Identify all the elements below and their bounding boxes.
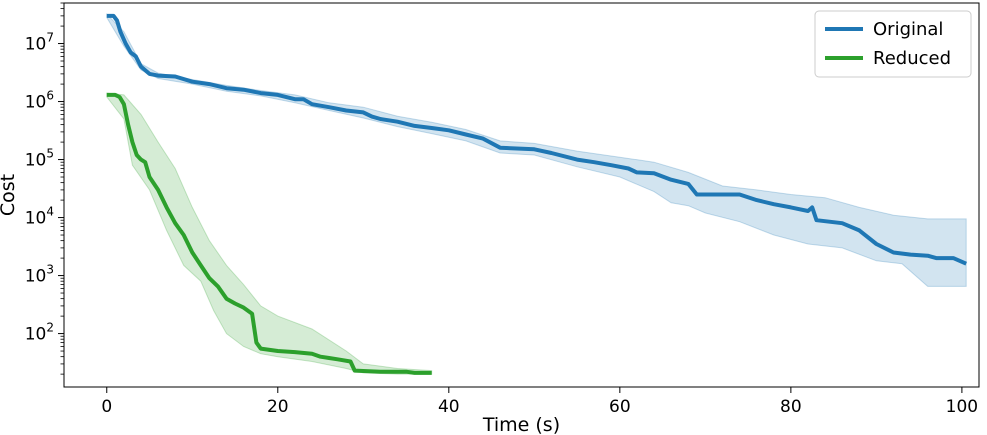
y-tick-label: 102 — [25, 321, 54, 345]
x-tick-label: 60 — [609, 397, 631, 417]
y-tick-label: 103 — [25, 263, 54, 287]
band-reduced — [106, 92, 433, 375]
x-tick-label: 80 — [780, 397, 802, 417]
y-axis-ticks: 102 103 104 105 106 107 — [25, 2, 64, 375]
y-axis-label: Cost — [0, 174, 19, 216]
x-tick-label: 100 — [946, 397, 978, 417]
legend-label-original: Original — [873, 19, 943, 40]
legend: Original Reduced — [814, 10, 972, 78]
x-tick-label: 20 — [267, 397, 289, 417]
series-lines — [106, 13, 967, 375]
legend-label-reduced: Reduced — [873, 48, 951, 69]
plot-area-frame — [63, 2, 980, 388]
y-tick-label: 104 — [25, 205, 54, 229]
y-tick-label: 105 — [25, 147, 54, 171]
y-tick-label: 107 — [25, 31, 54, 55]
x-axis-label: Time (s) — [482, 414, 560, 435]
series-line-reduced — [106, 92, 432, 375]
y-tick-label: 106 — [25, 89, 54, 113]
x-tick-label: 0 — [101, 397, 112, 417]
x-axis-ticks: 0 20 40 60 80 100 — [101, 387, 978, 417]
x-tick-label: 40 — [438, 397, 460, 417]
series-line-original — [106, 13, 967, 266]
